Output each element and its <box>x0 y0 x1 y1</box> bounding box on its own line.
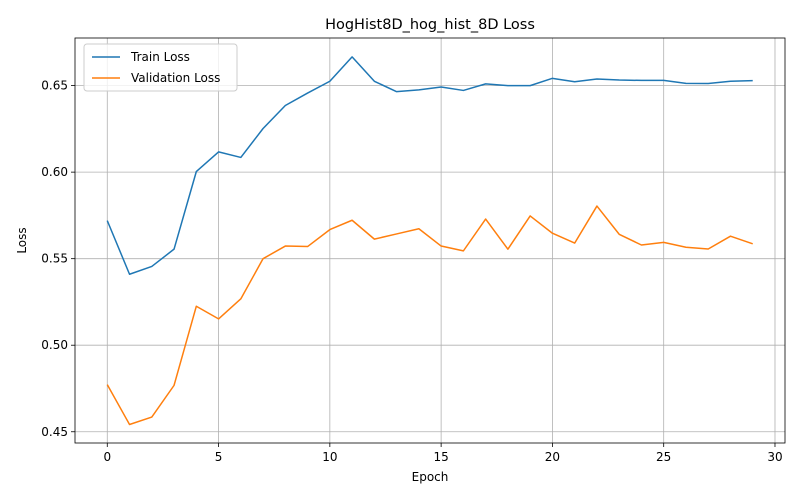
legend-label-train-loss: Train Loss <box>130 50 190 64</box>
y-tick-label: 0.60 <box>41 165 68 179</box>
y-axis-title: Loss <box>15 227 29 253</box>
x-axis-title: Epoch <box>412 470 449 484</box>
y-tick-label: 0.65 <box>41 79 68 93</box>
legend: Train Loss Validation Loss <box>83 43 238 92</box>
tick-layer: 0 5 10 15 20 25 30 0.45 0.50 0.55 0.60 0.65 <box>41 79 782 464</box>
x-tick-label: 0 <box>103 450 111 464</box>
plot-frame <box>74 37 786 444</box>
x-tick-label: 30 <box>767 450 782 464</box>
series-line-validation-loss <box>106 205 753 426</box>
y-tick-label: 0.55 <box>41 252 68 266</box>
series-line-train-loss <box>106 56 753 275</box>
x-tick-label: 25 <box>656 450 671 464</box>
series-layer <box>106 56 753 426</box>
y-tick-label: 0.45 <box>41 425 68 439</box>
x-tick-label: 10 <box>322 450 337 464</box>
x-tick-label: 5 <box>215 450 223 464</box>
y-tick-label: 0.50 <box>41 338 68 352</box>
x-tick-label: 20 <box>545 450 560 464</box>
x-tick-label: 15 <box>433 450 448 464</box>
legend-label-validation-loss: Validation Loss <box>131 71 220 85</box>
grid-layer <box>75 38 785 443</box>
chart-title: HogHist8D_hog_hist_8D Loss <box>325 17 535 33</box>
legend-box <box>83 43 238 92</box>
